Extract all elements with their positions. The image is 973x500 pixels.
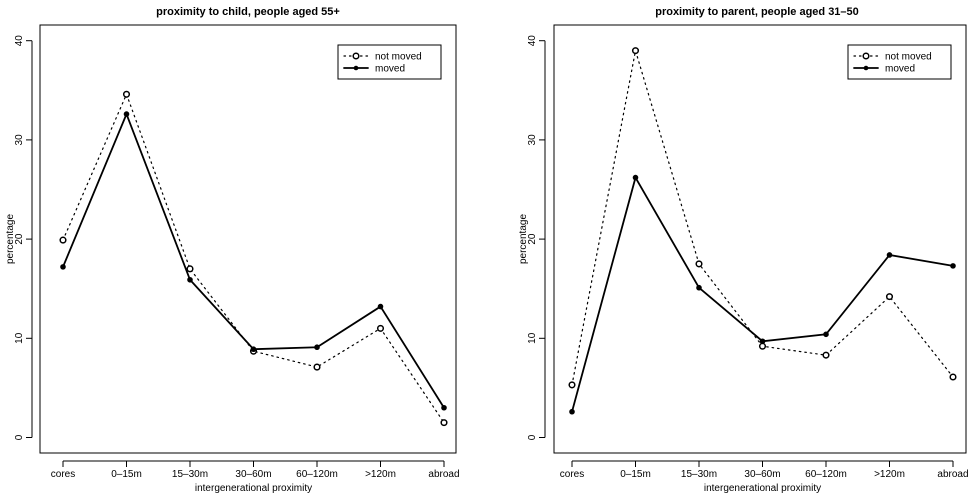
- x-tick-label: 30–60m: [744, 469, 780, 480]
- legend-marker: [352, 52, 360, 60]
- series-line: [62, 92, 445, 424]
- y-tick-label: 10: [527, 332, 538, 344]
- y-tick-label: 30: [14, 134, 25, 146]
- series-line: [571, 175, 954, 413]
- data-point-filled-dot: [250, 346, 257, 353]
- y-axis-label: percentage: [5, 214, 16, 264]
- data-point-open-circle: [122, 90, 131, 98]
- data-point-open-circle: [568, 381, 576, 389]
- legend-marker: [862, 52, 870, 60]
- data-point-open-circle: [313, 363, 321, 371]
- legend-entry-label: not moved: [375, 52, 422, 63]
- series-moved: [60, 111, 447, 411]
- x-tick-label: 0–15m: [111, 469, 142, 480]
- x-axis-label: intergenerational proximity: [704, 483, 821, 494]
- x-tick-label: 15–30m: [681, 469, 717, 480]
- y-tick-label: 0: [14, 434, 25, 440]
- data-point-open-circle: [822, 351, 830, 359]
- x-tick-label: 15–30m: [172, 469, 208, 480]
- data-point-filled-dot: [632, 174, 639, 181]
- x-tick-label: abroad: [428, 469, 459, 480]
- data-point-filled-dot: [123, 111, 130, 117]
- data-point-open-circle: [631, 47, 640, 55]
- y-tick-label: 0: [527, 434, 538, 440]
- data-point-filled-dot: [441, 404, 447, 411]
- x-tick-label: cores: [560, 469, 584, 480]
- data-point-filled-dot: [187, 276, 193, 283]
- series-line: [62, 111, 445, 409]
- chart-panel-2: proximity to parent, people aged 31–50 0 1…: [518, 6, 969, 494]
- data-point-open-circle: [758, 342, 767, 350]
- data-point-open-circle: [59, 236, 67, 244]
- chart-panel-1: proximity to child, people aged 55+ 0 10 20…: [5, 6, 460, 494]
- series-not-moved: [568, 47, 957, 389]
- series-not-moved: [59, 90, 448, 427]
- y-tick-label: 40: [14, 35, 25, 47]
- data-point-open-circle: [949, 373, 957, 381]
- data-point-open-circle: [885, 293, 894, 301]
- x-tick-label: 30–60m: [235, 469, 271, 480]
- series-moved: [569, 174, 956, 415]
- data-point-filled-dot: [696, 284, 702, 291]
- y-tick-label: 20: [527, 233, 538, 245]
- y-tick-label: 30: [527, 134, 538, 146]
- data-point-filled-dot: [377, 303, 384, 310]
- data-point-filled-dot: [314, 344, 320, 351]
- x-tick-label: cores: [51, 469, 75, 480]
- plot-frame: [39, 24, 457, 454]
- legend-entry-label: moved: [375, 64, 405, 75]
- data-point-open-circle: [186, 265, 194, 273]
- legend-entry-label: moved: [885, 64, 915, 75]
- legend-box: [337, 44, 442, 80]
- legend-marker: [863, 65, 869, 71]
- data-point-filled-dot: [823, 331, 829, 338]
- y-tick-label: 20: [14, 233, 25, 245]
- y-tick-label: 40: [527, 35, 538, 47]
- data-point-filled-dot: [60, 264, 66, 270]
- data-point-filled-dot: [886, 252, 893, 258]
- chart-title: proximity to parent, people aged 31–50: [655, 6, 859, 18]
- x-tick-label: >120m: [874, 469, 905, 480]
- x-tick-label: 60–120m: [296, 469, 338, 480]
- x-axis-label: intergenerational proximity: [195, 483, 312, 494]
- y-axis-label: percentage: [518, 214, 529, 264]
- x-tick-label: 0–15m: [620, 469, 651, 480]
- data-point-open-circle: [695, 260, 703, 268]
- plot-frame: [553, 24, 967, 454]
- x-tick-label: abroad: [937, 469, 968, 480]
- data-point-filled-dot: [759, 338, 766, 345]
- y-tick-label: 10: [14, 332, 25, 344]
- data-point-open-circle: [376, 324, 385, 332]
- legend-marker: [353, 65, 359, 71]
- legend-entry-label: not moved: [885, 52, 932, 63]
- series-line: [571, 50, 954, 386]
- legend-box: [847, 44, 952, 80]
- data-point-open-circle: [440, 419, 448, 427]
- chart-title: proximity to child, people aged 55+: [156, 6, 340, 18]
- data-point-filled-dot: [569, 408, 575, 415]
- x-tick-label: 60–120m: [805, 469, 847, 480]
- data-point-filled-dot: [950, 263, 956, 269]
- x-tick-label: >120m: [365, 469, 396, 480]
